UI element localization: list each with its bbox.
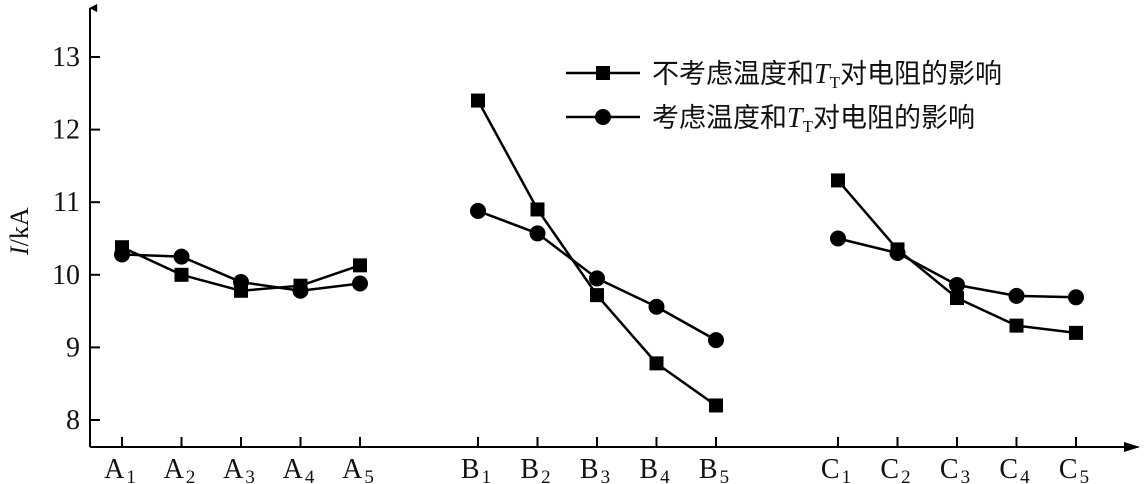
series-1-point-square <box>950 291 964 306</box>
series-1-point-square <box>353 258 367 273</box>
series-2-point-circle <box>589 270 605 287</box>
series-lines <box>121 99 1077 407</box>
series-1-point-square <box>831 173 845 188</box>
series-2-point-circle <box>648 298 665 315</box>
series-markers <box>114 93 1084 413</box>
series-2-point-circle <box>233 274 249 291</box>
y-tick-label: 11 <box>53 187 80 218</box>
legend-label-1: 不考虑温度和TT对电阻的影响 <box>652 59 1002 92</box>
series-1-line-C <box>837 179 1077 335</box>
y-tick-label: 8 <box>66 405 80 436</box>
axes: 8 9 10 11 12 13 I/kA A 1 A 2 A 3 A 4 A 5 B 1 B 2 B 3 B 4 B 5 C 1 C 2 C 3… <box>5 4 1140 484</box>
series-1-point-square <box>174 267 189 282</box>
y-tick-label: 12 <box>52 115 80 146</box>
x-axis-arrow <box>1124 442 1140 452</box>
legend-label-2: 考虑温度和TT对电阻的影响 <box>652 103 975 136</box>
series-2-point-circle <box>949 276 965 293</box>
series-2-point-circle <box>352 275 368 292</box>
y-tick-label: 10 <box>52 260 80 291</box>
series-2-point-circle <box>173 248 190 265</box>
series-2-point-circle <box>292 282 309 299</box>
y-tick-label: 9 <box>66 332 80 363</box>
series-1-line-B <box>476 99 717 407</box>
series-1-point-square <box>530 202 545 217</box>
series-2-point-circle <box>529 225 546 242</box>
series-1-point-square <box>471 93 485 108</box>
series-1-point-square <box>649 356 664 371</box>
legend-marker-square <box>596 66 610 80</box>
series-2-point-circle <box>114 246 130 263</box>
y-tick-label: 13 <box>52 42 80 73</box>
y-axis-label: I/kA <box>5 207 34 256</box>
series-2-point-circle <box>830 230 846 247</box>
series-2-point-circle <box>470 202 486 219</box>
series-1-point-square <box>590 288 604 303</box>
series-2-point-circle <box>708 332 724 349</box>
series-2-point-circle <box>889 245 906 262</box>
legend-marker-circle <box>595 109 611 125</box>
series-2-point-circle <box>1008 287 1025 304</box>
series-1-point-square <box>1069 325 1083 340</box>
series-1-point-square <box>1009 318 1024 333</box>
series-1-point-square <box>709 398 723 413</box>
series-2-point-circle <box>1068 289 1084 306</box>
